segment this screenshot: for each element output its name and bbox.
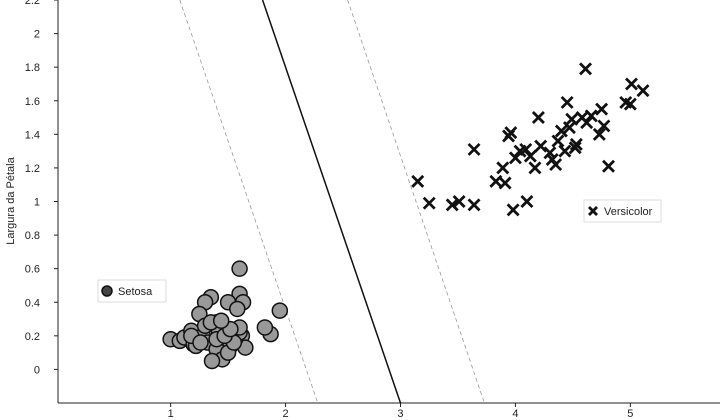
y-tick-label: 2 bbox=[34, 29, 40, 41]
legend-label: Setosa bbox=[118, 286, 153, 298]
point bbox=[597, 119, 611, 133]
point bbox=[558, 144, 572, 158]
point bbox=[534, 139, 548, 153]
point bbox=[579, 62, 593, 76]
legend-box bbox=[97, 279, 167, 303]
point bbox=[519, 142, 533, 156]
x-tick-label: 1 bbox=[168, 408, 174, 420]
point bbox=[623, 97, 637, 111]
point bbox=[549, 158, 563, 172]
y-axis-label: Largura da Pétala bbox=[5, 156, 17, 244]
y-tick-label: 2.2 bbox=[25, 0, 40, 7]
legend-item: Setosa bbox=[97, 279, 167, 303]
x-tick-label: 2 bbox=[283, 408, 289, 420]
y-tick-label: 0.6 bbox=[25, 264, 40, 276]
legend-marker bbox=[101, 285, 113, 297]
point bbox=[565, 112, 579, 126]
point bbox=[229, 300, 246, 318]
point bbox=[625, 77, 638, 91]
point bbox=[445, 198, 459, 212]
boundary-line bbox=[347, 0, 485, 403]
point bbox=[231, 260, 248, 277]
point bbox=[531, 111, 545, 125]
point bbox=[523, 149, 537, 163]
point bbox=[551, 134, 565, 148]
point bbox=[467, 198, 481, 212]
point bbox=[569, 137, 583, 151]
point bbox=[203, 352, 221, 370]
series bbox=[162, 260, 289, 370]
y-tick-label: 1.8 bbox=[25, 62, 40, 74]
x-tick-label: 3 bbox=[397, 408, 403, 420]
legend-label: Versicolor bbox=[604, 206, 653, 218]
y-tick-label: 0.8 bbox=[25, 230, 40, 242]
point bbox=[411, 174, 425, 188]
point bbox=[595, 102, 609, 116]
point bbox=[506, 203, 520, 217]
boundary-line bbox=[179, 0, 319, 403]
point bbox=[467, 142, 481, 156]
point bbox=[504, 126, 518, 140]
point bbox=[271, 302, 289, 319]
point bbox=[560, 95, 574, 109]
boundary-line bbox=[261, 0, 402, 403]
point bbox=[192, 334, 209, 351]
point bbox=[422, 196, 436, 210]
legend-marker bbox=[588, 206, 598, 216]
point bbox=[498, 176, 512, 190]
y-tick-label: 1.4 bbox=[25, 129, 40, 141]
point bbox=[528, 161, 542, 175]
series bbox=[411, 62, 650, 217]
x-tick-label: 5 bbox=[627, 408, 633, 420]
point bbox=[508, 151, 522, 165]
point bbox=[602, 159, 616, 173]
legend-box bbox=[583, 199, 662, 223]
point bbox=[636, 84, 650, 98]
legend-item: Versicolor bbox=[583, 199, 662, 223]
point bbox=[554, 124, 568, 138]
x-tick-label: 4 bbox=[512, 408, 518, 420]
y-tick-label: 0.4 bbox=[25, 297, 40, 309]
point bbox=[256, 319, 274, 336]
y-tick-label: 0 bbox=[34, 364, 40, 376]
point bbox=[496, 161, 510, 175]
y-tick-label: 1.2 bbox=[25, 163, 40, 175]
y-tick-label: 0.2 bbox=[25, 331, 40, 343]
point bbox=[592, 127, 606, 141]
point bbox=[584, 109, 598, 123]
point bbox=[568, 141, 582, 155]
point bbox=[520, 195, 534, 208]
point bbox=[212, 312, 230, 329]
point bbox=[452, 195, 466, 208]
y-tick-label: 1.6 bbox=[25, 96, 40, 108]
y-tick-label: 1 bbox=[34, 197, 40, 209]
point bbox=[580, 116, 594, 130]
